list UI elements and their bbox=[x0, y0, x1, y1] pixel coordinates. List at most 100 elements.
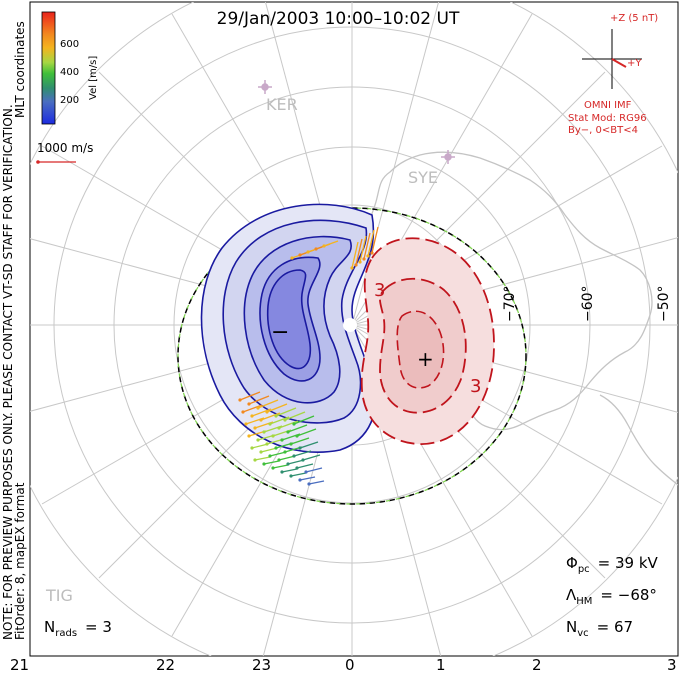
velocity-vector-origin bbox=[259, 450, 263, 454]
velocity-vector bbox=[299, 476, 316, 481]
velocity-vector-origin bbox=[277, 458, 281, 462]
imf-condition: By−, 0<BT<4 bbox=[568, 125, 638, 136]
cross-polar-potential: Φpc = 39 kV bbox=[566, 554, 659, 575]
mlt-label-3: 3 bbox=[667, 656, 677, 674]
colorbar-tick-600: 600 bbox=[60, 39, 79, 50]
velocity-vector-origin bbox=[292, 454, 296, 458]
velocity-vector bbox=[263, 460, 280, 465]
velocity-vector-origin bbox=[268, 422, 272, 426]
velocity-vector-origin bbox=[271, 466, 275, 470]
velocity-vector-origin bbox=[301, 458, 305, 462]
colorbar-tick-200: 200 bbox=[60, 95, 79, 106]
map-title: 29/Jan/2003 10:00–10:02 UT bbox=[217, 9, 460, 29]
hm-boundary bbox=[177, 207, 527, 505]
velocity-vector bbox=[284, 411, 306, 421]
velocity-vector-origin bbox=[370, 251, 374, 255]
velocity-colorbar: 600 400 200 Vel [m/s] bbox=[41, 11, 99, 125]
velocity-vector-origin bbox=[280, 438, 284, 442]
scale-vector-label: 1000 m/s bbox=[37, 141, 93, 155]
station-label-ker: KER bbox=[266, 95, 298, 114]
velocity-vector-origin bbox=[314, 247, 318, 251]
velocity-vector-origin bbox=[250, 414, 254, 418]
negative-cell-marker: − bbox=[271, 320, 289, 345]
mlt-label-1: 1 bbox=[436, 656, 446, 674]
svg-text:Nvc= 67: Nvc = 67 bbox=[566, 618, 633, 639]
velocity-vector bbox=[266, 403, 288, 413]
station-label-tig: TIG bbox=[45, 586, 73, 605]
coordinate-system-label: MLT coordinates bbox=[13, 21, 27, 118]
velocity-vector bbox=[278, 420, 299, 429]
positive-contour-label: 3 bbox=[374, 280, 385, 301]
velocity-vector bbox=[260, 412, 281, 421]
velocity-vector-origin bbox=[306, 250, 310, 254]
velocity-vector-origin bbox=[253, 458, 257, 462]
side-note: NOTE: FOR PREVIEW PURPOSES ONLY. PLEASE … bbox=[1, 104, 15, 640]
negative-cell: − bbox=[200, 203, 377, 454]
velocity-vector bbox=[323, 240, 339, 247]
velocity-vector bbox=[293, 415, 315, 425]
velocity-vector bbox=[281, 468, 298, 473]
velocity-vector bbox=[302, 454, 321, 461]
velocity-vector-origin bbox=[350, 266, 354, 270]
velocity-vector bbox=[296, 463, 314, 469]
side-note-fitorder: FitOrder: 8, mapEX format bbox=[13, 482, 27, 640]
velocity-vector-origin bbox=[253, 426, 257, 430]
velocity-vector-origin bbox=[292, 422, 296, 426]
velocity-vector-origin bbox=[289, 442, 293, 446]
mlt-label-2: 2 bbox=[532, 656, 542, 674]
mlt-label-0: 0 bbox=[345, 656, 355, 674]
velocity-vector bbox=[251, 408, 272, 417]
velocity-vector bbox=[269, 451, 287, 457]
velocity-vector-origin bbox=[247, 402, 251, 406]
lat-label-50: −50° bbox=[656, 285, 672, 322]
colorbar-tick-400: 400 bbox=[60, 67, 79, 78]
velocity-vector-origin bbox=[283, 418, 287, 422]
velocity-vector bbox=[287, 424, 308, 433]
velocity-vector-origin bbox=[256, 438, 260, 442]
velocity-vector-origin bbox=[290, 256, 294, 260]
velocity-vector bbox=[367, 229, 375, 257]
velocity-vector-origin bbox=[262, 430, 266, 434]
velocity-vector-origin bbox=[250, 446, 254, 450]
mlt-label-21: 21 bbox=[10, 656, 29, 674]
hm-latitude: ΛHM = −68° bbox=[566, 586, 657, 607]
station-label-sye: SYE bbox=[408, 168, 438, 187]
velocity-vector bbox=[363, 232, 371, 260]
velocity-vector-origin bbox=[268, 454, 272, 458]
velocity-vector-origin bbox=[295, 434, 299, 438]
velocity-vector bbox=[257, 399, 279, 409]
pole-dot bbox=[343, 318, 357, 332]
velocity-vector-origin bbox=[274, 446, 278, 450]
velocity-vector bbox=[290, 472, 307, 477]
velocity-vector bbox=[287, 459, 305, 465]
velocity-vector-origin bbox=[280, 470, 284, 474]
coastline-peninsula bbox=[599, 394, 678, 486]
velocity-vector-origin bbox=[238, 398, 242, 402]
velocity-vector-origin bbox=[307, 482, 311, 486]
velocity-vector bbox=[278, 455, 296, 461]
imf-model: Stat Mod: RG96 bbox=[568, 113, 647, 124]
velocity-vectors bbox=[238, 226, 379, 486]
positive-contour-label-2: 3 bbox=[470, 376, 481, 397]
velocity-vector bbox=[305, 467, 323, 473]
positive-cell: + 3 3 bbox=[360, 237, 495, 445]
velocity-vector-origin bbox=[295, 466, 299, 470]
velocity-vector-origin bbox=[265, 410, 269, 414]
imf-y-label: +Y bbox=[627, 58, 642, 69]
velocity-vector-origin bbox=[362, 257, 366, 261]
velocity-vector-origin bbox=[283, 450, 287, 454]
lat-label-60: −60° bbox=[580, 285, 596, 322]
svg-text:Nrads= 3: Nrads = 3 bbox=[44, 618, 112, 639]
velocity-vector-origin bbox=[358, 260, 362, 264]
velocity-vector-origin bbox=[247, 434, 251, 438]
svg-text:Φpc= 39 kV: Φpc = 39 kV bbox=[566, 554, 659, 575]
mlt-label-22: 22 bbox=[156, 656, 175, 674]
velocity-vector bbox=[275, 407, 297, 417]
velocity-vector bbox=[269, 416, 290, 425]
velocity-vector-origin bbox=[354, 263, 358, 267]
station-ker: KER bbox=[258, 80, 298, 114]
positive-cell-marker: + bbox=[417, 347, 434, 371]
velocity-vector bbox=[308, 480, 325, 485]
colorbar-label: Vel [m/s] bbox=[88, 56, 99, 100]
